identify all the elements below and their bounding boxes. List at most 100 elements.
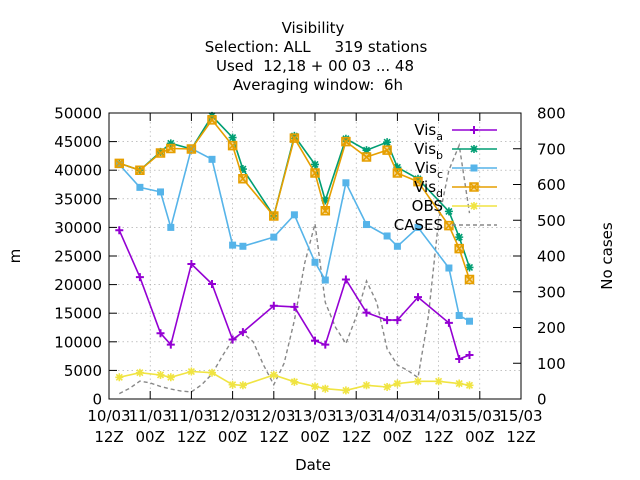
data-point bbox=[362, 146, 371, 155]
x-tick-label: 00Z bbox=[300, 428, 329, 446]
y2-tick-label: 600 bbox=[537, 176, 566, 194]
data-point bbox=[383, 138, 392, 147]
data-point bbox=[320, 206, 331, 216]
data-point bbox=[392, 168, 403, 178]
y-tick-label: 35000 bbox=[54, 190, 102, 208]
series-line bbox=[118, 229, 470, 361]
title-line-4: Averaging window: 6h bbox=[233, 76, 403, 94]
data-point bbox=[465, 263, 474, 272]
data-point bbox=[321, 196, 330, 205]
legend-label: CASES bbox=[394, 216, 443, 234]
data-point bbox=[156, 370, 165, 379]
data-point bbox=[166, 139, 175, 148]
tick-labels: 0500010000150002000025000300003500040000… bbox=[54, 105, 565, 447]
legend-marker bbox=[470, 145, 478, 153]
legend-marker bbox=[470, 164, 478, 172]
series-layer bbox=[114, 111, 475, 395]
y2-axis-label: No cases bbox=[598, 222, 616, 290]
data-point bbox=[310, 168, 320, 178]
y-tick-label: 0 bbox=[92, 391, 102, 409]
x-tick-label: 14/03 bbox=[376, 407, 419, 425]
data-point bbox=[166, 340, 175, 349]
data-point bbox=[290, 211, 298, 219]
data-point bbox=[166, 373, 175, 382]
data-point bbox=[187, 260, 196, 269]
data-point bbox=[414, 223, 422, 231]
data-point bbox=[114, 158, 125, 169]
legend-marker bbox=[469, 182, 479, 192]
data-point bbox=[341, 136, 351, 147]
x-tick-label: 00Z bbox=[136, 428, 165, 446]
data-point bbox=[208, 368, 216, 377]
plot-border bbox=[108, 112, 522, 400]
data-point bbox=[311, 258, 319, 266]
data-point bbox=[270, 233, 278, 241]
data-point bbox=[290, 377, 299, 386]
legend-entry: Visa bbox=[414, 121, 497, 143]
legend-entry: OBS bbox=[412, 197, 497, 215]
x-tick-label: 12/03 bbox=[252, 407, 295, 425]
x-tick-label: 13/03 bbox=[335, 407, 378, 425]
x-tick-label: 10/03 bbox=[87, 407, 130, 425]
data-point bbox=[393, 316, 402, 325]
data-point bbox=[311, 336, 319, 345]
data-point bbox=[455, 233, 464, 242]
data-point bbox=[269, 301, 278, 310]
legend-label: Visb bbox=[414, 140, 443, 162]
series-line bbox=[118, 142, 471, 395]
data-point bbox=[464, 274, 475, 285]
data-point bbox=[290, 131, 299, 140]
legend-label: Visa bbox=[414, 121, 443, 143]
title-line-2: Selection: ALL 319 stations bbox=[205, 38, 428, 56]
legend-marker bbox=[470, 126, 478, 134]
x-tick-label: 11/03 bbox=[170, 407, 213, 425]
data-point bbox=[155, 148, 166, 158]
data-point bbox=[321, 276, 329, 284]
data-point bbox=[393, 163, 402, 172]
chart-title: Visibility Selection: ALL 319 stations U… bbox=[205, 19, 428, 94]
series-visd bbox=[114, 115, 475, 285]
data-point bbox=[361, 152, 372, 162]
y-tick-label: 15000 bbox=[54, 305, 102, 323]
y2-tick-label: 800 bbox=[537, 105, 566, 123]
data-point bbox=[136, 183, 144, 191]
x-tick-label: 00Z bbox=[383, 428, 412, 446]
series-obs bbox=[115, 367, 474, 395]
legend-entry: Visd bbox=[414, 178, 497, 200]
series-cases bbox=[118, 142, 471, 395]
legend-entry: CASES bbox=[394, 216, 497, 234]
data-point bbox=[444, 220, 454, 231]
y-tick-label: 45000 bbox=[54, 133, 102, 151]
legend-marker bbox=[470, 202, 478, 210]
x-tick-label: 13/03 bbox=[293, 407, 336, 425]
data-point bbox=[362, 381, 371, 390]
y-tick-label: 10000 bbox=[54, 333, 102, 351]
data-point bbox=[454, 243, 464, 254]
data-point bbox=[186, 144, 197, 154]
x-tick-label: 12Z bbox=[506, 428, 535, 446]
data-point bbox=[290, 302, 299, 311]
data-point bbox=[444, 318, 453, 327]
data-point bbox=[115, 160, 123, 168]
series-visa bbox=[115, 226, 474, 363]
title-line-1: Visibility bbox=[282, 19, 345, 37]
y2-tick-label: 400 bbox=[537, 248, 566, 266]
y-axis-label: m bbox=[6, 249, 24, 264]
y2-tick-label: 700 bbox=[537, 140, 566, 158]
data-point bbox=[362, 308, 371, 317]
x-tick-label: 00Z bbox=[465, 428, 494, 446]
data-point bbox=[321, 340, 330, 349]
plot-frame bbox=[108, 112, 522, 400]
data-point bbox=[208, 155, 216, 163]
legend-entry: Visb bbox=[414, 140, 497, 162]
x-tick-label: 12Z bbox=[94, 428, 123, 446]
data-point bbox=[393, 242, 401, 250]
data-point bbox=[413, 176, 423, 187]
data-point bbox=[465, 381, 474, 390]
data-point bbox=[465, 350, 474, 359]
data-point bbox=[167, 223, 175, 231]
data-point bbox=[383, 382, 392, 391]
data-point bbox=[229, 241, 237, 249]
